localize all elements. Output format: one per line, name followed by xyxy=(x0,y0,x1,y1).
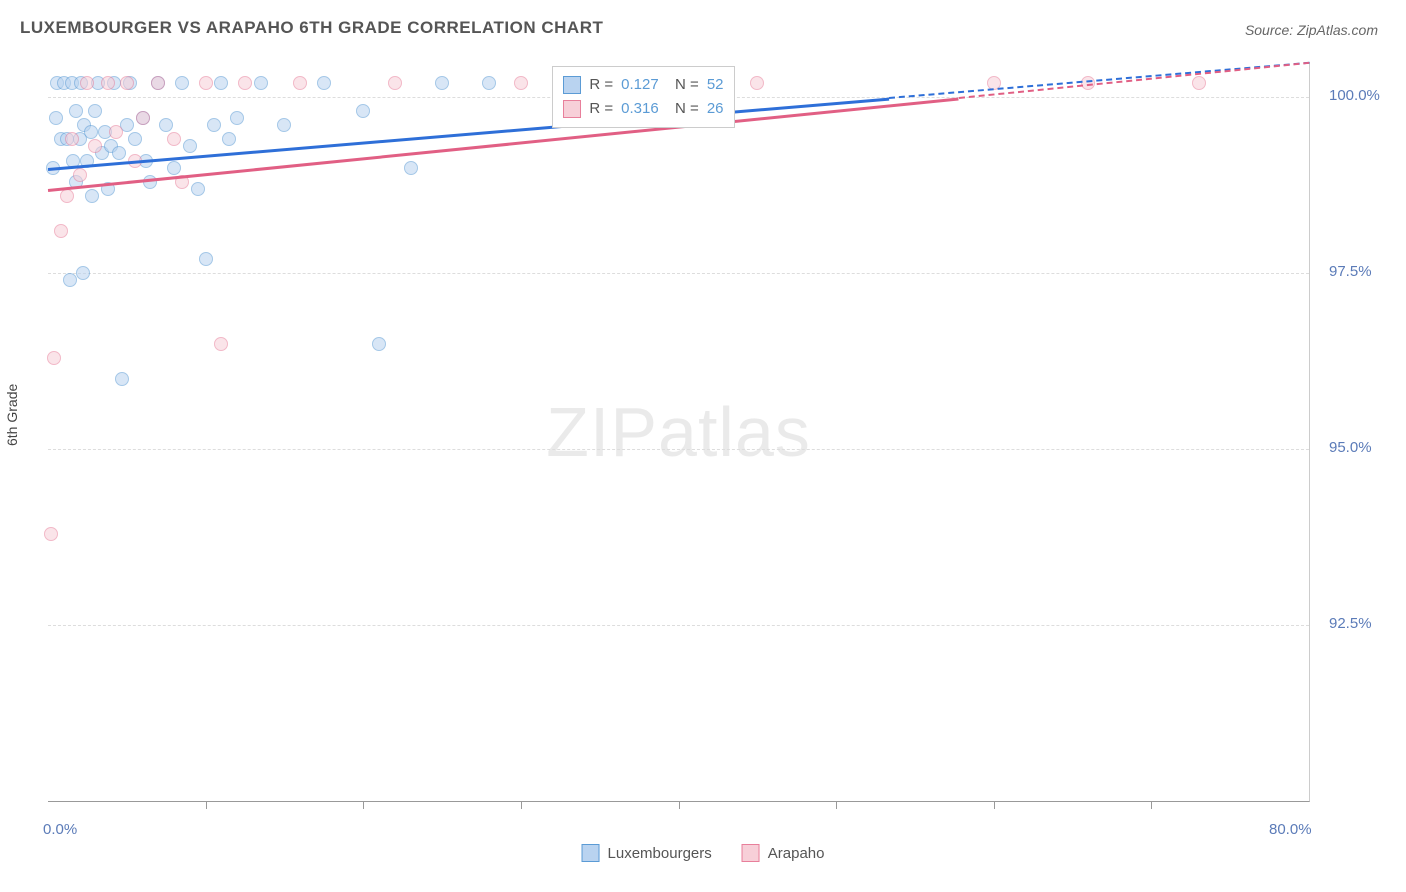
scatter-point xyxy=(60,189,74,203)
scatter-point xyxy=(277,118,291,132)
scatter-point xyxy=(214,76,228,90)
scatter-point xyxy=(230,111,244,125)
watermark: ZIPatlas xyxy=(546,392,811,472)
y-tick-label: 95.0% xyxy=(1329,439,1372,456)
scatter-point xyxy=(44,527,58,541)
legend-swatch xyxy=(742,844,760,862)
stat-r-label: R = xyxy=(589,97,613,121)
x-minor-tick xyxy=(363,801,364,809)
scatter-point xyxy=(199,252,213,266)
x-minor-tick xyxy=(994,801,995,809)
y-axis-title: 6th Grade xyxy=(4,384,20,446)
stat-n-label: N = xyxy=(667,97,699,121)
gridline-h xyxy=(48,449,1309,450)
scatter-point xyxy=(214,337,228,351)
y-tick-label: 97.5% xyxy=(1329,263,1372,280)
trend-line xyxy=(959,62,1309,99)
stats-row: R = 0.127 N = 52 xyxy=(563,73,723,97)
scatter-point xyxy=(47,351,61,365)
scatter-point xyxy=(167,161,181,175)
x-tick-label: 0.0% xyxy=(43,821,77,838)
scatter-point xyxy=(238,76,252,90)
scatter-point xyxy=(388,76,402,90)
scatter-point xyxy=(80,76,94,90)
watermark-bold: ZIP xyxy=(546,393,658,471)
scatter-point xyxy=(482,76,496,90)
scatter-point xyxy=(88,104,102,118)
legend-item: Arapaho xyxy=(742,844,825,862)
x-minor-tick xyxy=(1151,801,1152,809)
scatter-point xyxy=(514,76,528,90)
scatter-point xyxy=(167,132,181,146)
stat-r-label: R = xyxy=(589,73,613,97)
stat-r-value: 0.127 xyxy=(621,73,659,97)
stat-r-value: 0.316 xyxy=(621,97,659,121)
source-label: Source: ZipAtlas.com xyxy=(1245,22,1378,38)
legend-swatch xyxy=(563,100,581,118)
scatter-point xyxy=(159,118,173,132)
scatter-point xyxy=(750,76,764,90)
scatter-point xyxy=(49,111,63,125)
chart-title: LUXEMBOURGER VS ARAPAHO 6TH GRADE CORREL… xyxy=(20,18,603,38)
scatter-point xyxy=(109,125,123,139)
scatter-point xyxy=(63,273,77,287)
y-tick-label: 92.5% xyxy=(1329,615,1372,632)
x-minor-tick xyxy=(679,801,680,809)
scatter-point xyxy=(54,224,68,238)
stat-n-value: 52 xyxy=(707,73,724,97)
scatter-point xyxy=(222,132,236,146)
legend-bottom: Luxembourgers Arapaho xyxy=(582,844,825,862)
scatter-point xyxy=(317,76,331,90)
scatter-point xyxy=(1192,76,1206,90)
stat-n-label: N = xyxy=(667,73,699,97)
scatter-point xyxy=(183,139,197,153)
scatter-point xyxy=(73,168,87,182)
scatter-point xyxy=(435,76,449,90)
scatter-point xyxy=(85,189,99,203)
scatter-point xyxy=(199,76,213,90)
scatter-point xyxy=(356,104,370,118)
scatter-point xyxy=(101,76,115,90)
scatter-point xyxy=(112,146,126,160)
plot-area: ZIPatlas R = 0.127 N = 52R = 0.316 N = 2… xyxy=(48,62,1310,802)
scatter-point xyxy=(76,266,90,280)
y-tick-label: 100.0% xyxy=(1329,87,1380,104)
gridline-h xyxy=(48,273,1309,274)
stats-row: R = 0.316 N = 26 xyxy=(563,97,723,121)
legend-label: Luxembourgers xyxy=(608,845,712,862)
legend-swatch xyxy=(563,76,581,94)
scatter-point xyxy=(151,76,165,90)
legend-label: Arapaho xyxy=(768,845,825,862)
scatter-point xyxy=(136,111,150,125)
scatter-point xyxy=(69,104,83,118)
scatter-point xyxy=(293,76,307,90)
scatter-point xyxy=(88,139,102,153)
legend-swatch xyxy=(582,844,600,862)
x-minor-tick xyxy=(836,801,837,809)
scatter-point xyxy=(128,132,142,146)
scatter-point xyxy=(207,118,221,132)
scatter-point xyxy=(120,76,134,90)
scatter-point xyxy=(175,76,189,90)
gridline-h xyxy=(48,625,1309,626)
scatter-point xyxy=(404,161,418,175)
scatter-point xyxy=(84,125,98,139)
x-minor-tick xyxy=(206,801,207,809)
legend-item: Luxembourgers xyxy=(582,844,712,862)
stats-box: R = 0.127 N = 52R = 0.316 N = 26 xyxy=(552,66,734,128)
x-minor-tick xyxy=(521,801,522,809)
x-tick-label: 80.0% xyxy=(1269,821,1312,838)
scatter-point xyxy=(372,337,386,351)
stat-n-value: 26 xyxy=(707,97,724,121)
watermark-thin: atlas xyxy=(658,393,811,471)
scatter-point xyxy=(115,372,129,386)
scatter-point xyxy=(191,182,205,196)
scatter-point xyxy=(254,76,268,90)
scatter-point xyxy=(65,132,79,146)
